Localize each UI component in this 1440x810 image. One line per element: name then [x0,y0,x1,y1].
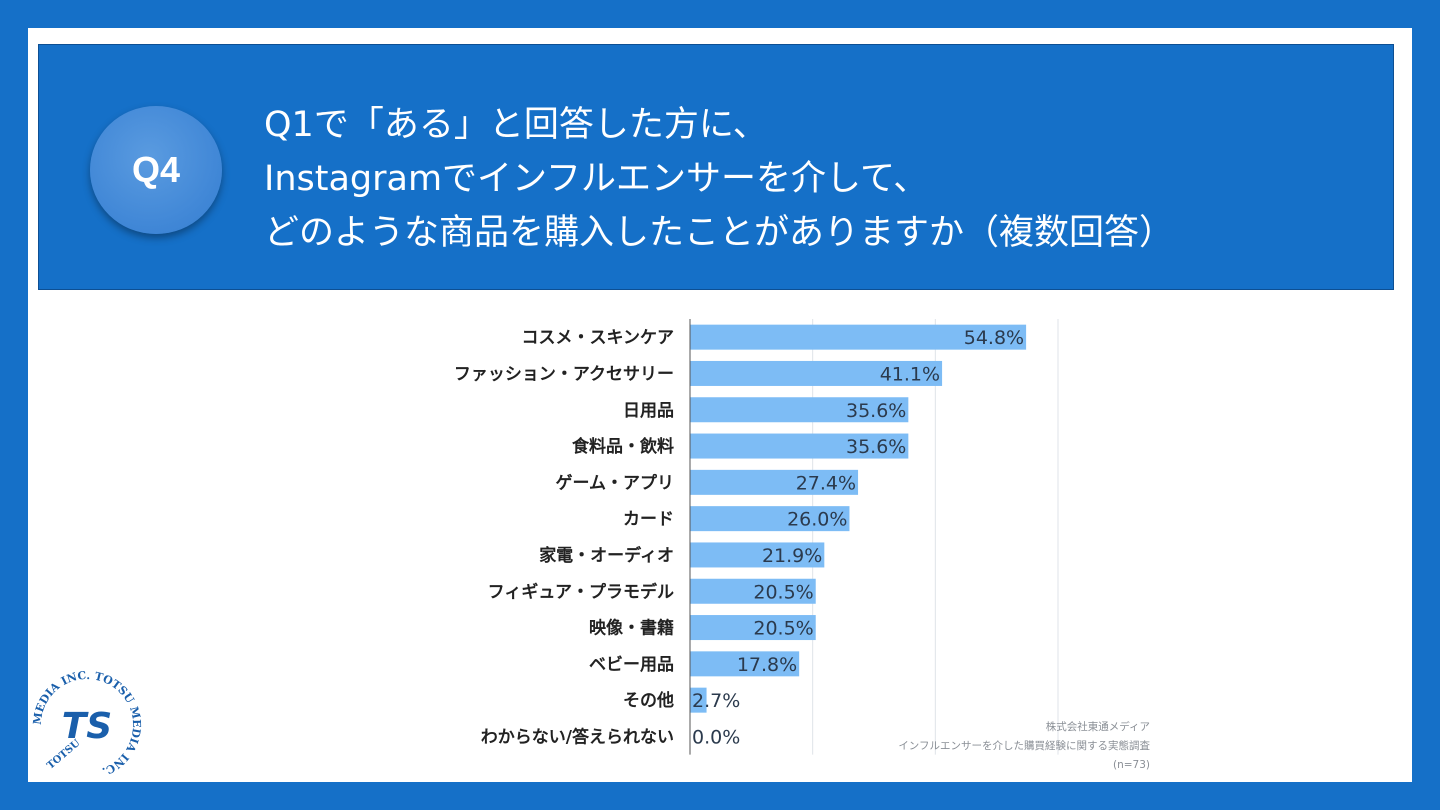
value-label-10: 17.8% [737,654,797,676]
bar-8 [690,578,816,604]
category-label-5: ゲーム・アプリ [556,472,675,493]
category-label-11: その他 [623,690,674,711]
category-label-12: わからない/答えられない [481,726,674,747]
value-label-6: 26.0% [787,509,847,531]
category-label-2: ファッション・アクセサリー [454,364,674,384]
question-number-badge: Q4 [90,106,222,234]
value-label-7: 21.9% [762,545,822,567]
category-label-3: 日用品 [623,401,674,421]
bar-10 [690,651,800,677]
bar-6 [690,506,850,532]
source-note: 株式会社東通メディア インフルエンサーを介した購買経験に関する実態調査 (n=7… [898,718,1150,775]
value-label-3: 35.6% [846,400,906,422]
value-label-5: 27.4% [796,472,856,494]
category-label-1: コスメ・スキンケア [522,328,675,348]
source-company: 株式会社東通メディア [1045,721,1150,733]
category-label-4: 食料品・飲料 [572,436,674,457]
bar-2 [690,360,943,386]
value-label-11: 2.7% [692,690,740,712]
bar-7 [690,542,825,568]
value-label-1: 54.8% [964,327,1024,349]
question-line-2: Instagramでインフルエンサーを介して、 [264,159,929,199]
category-label-10: ベビー用品 [589,655,674,675]
question-text: Q1で「ある」と回答した方に、 Instagramでインフルエンサーを介して、 … [264,98,1374,260]
category-label-7: 家電・オーディオ [539,545,674,566]
bar-11 [690,687,707,713]
bar-1 [690,324,1027,350]
value-label-12: 0.0% [692,726,740,748]
bar-5 [690,469,859,495]
logo-mark: TS [62,706,112,747]
bar-9 [690,615,816,641]
question-line-3: どのような商品を購入したことがありますか（複数回答） [264,213,1175,253]
company-logo: MEDIA INC. TOTSU MEDIA INC. TOTSU TS [31,669,143,780]
category-label-8: フィギュア・プラモデル [488,581,674,602]
value-label-9: 20.5% [753,618,813,640]
value-label-8: 20.5% [753,581,813,603]
category-label-6: カード [623,510,674,530]
source-survey: インフルエンサーを介した購買経験に関する実態調査 [898,740,1150,752]
bar-3 [690,397,909,423]
value-label-2: 41.1% [880,363,940,385]
bar-4 [690,433,909,459]
question-line-1: Q1で「ある」と回答した方に、 [264,105,768,145]
question-header [38,44,1394,290]
category-label-9: 映像・書籍 [589,618,674,639]
value-label-4: 35.6% [846,436,906,458]
source-sample: (n=73) [1112,759,1150,771]
